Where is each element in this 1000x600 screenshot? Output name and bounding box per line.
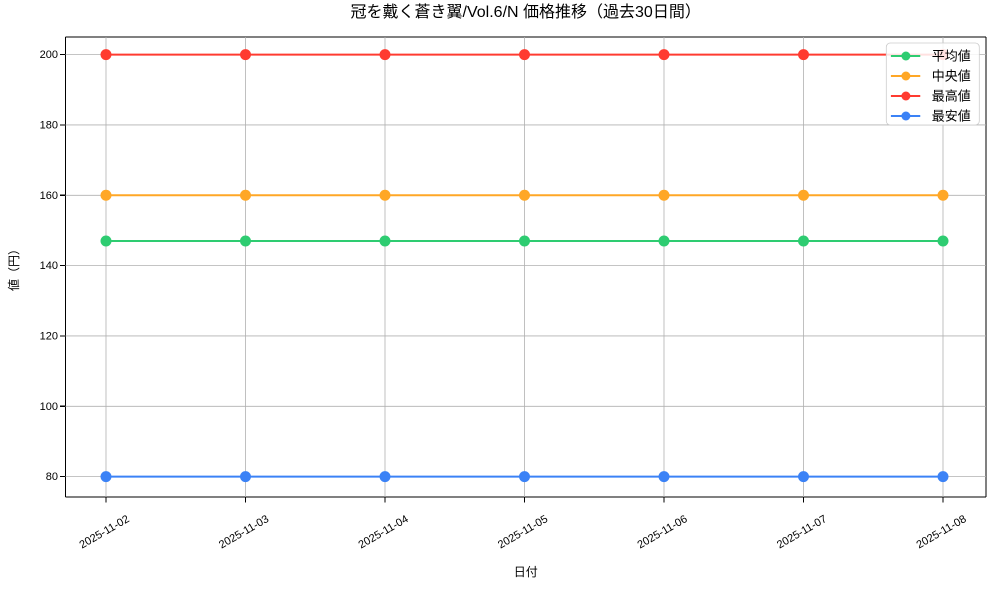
svg-text:最高値: 最高値: [932, 89, 971, 104]
svg-text:100: 100: [40, 401, 58, 413]
svg-text:80: 80: [46, 471, 58, 483]
svg-text:160: 160: [40, 190, 58, 202]
svg-text:140: 140: [40, 260, 58, 272]
svg-text:平均値: 平均値: [932, 49, 971, 64]
svg-text:中央値: 中央値: [932, 69, 971, 84]
svg-text:120: 120: [40, 331, 58, 343]
svg-text:200: 200: [40, 49, 58, 61]
svg-text:冠を戴く蒼き翼/Vol.6/N 価格推移（過去30日間）: 冠を戴く蒼き翼/Vol.6/N 価格推移（過去30日間）: [351, 3, 701, 21]
svg-text:180: 180: [40, 120, 58, 132]
svg-text:値（円）: 値（円）: [6, 243, 21, 291]
svg-text:最安値: 最安値: [932, 109, 971, 124]
svg-text:日付: 日付: [514, 565, 538, 579]
